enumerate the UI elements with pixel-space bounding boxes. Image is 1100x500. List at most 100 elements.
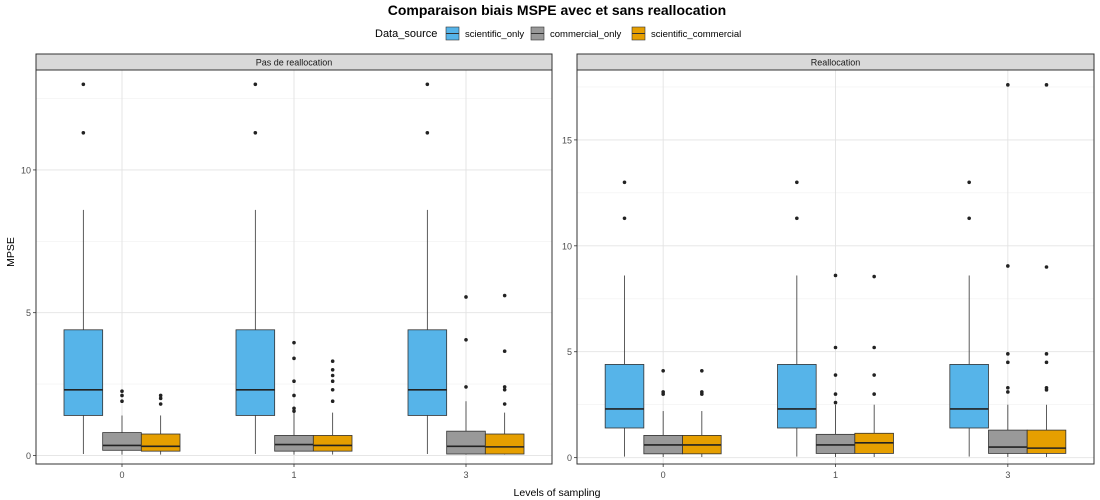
outlier-point [795, 180, 799, 185]
y-tick-label: 15 [562, 135, 572, 145]
outlier-point [330, 387, 335, 392]
panel-0: Pas de reallocation 0 5 10 0 1 3 [21, 53, 553, 480]
y-axis-label: MPSE [5, 237, 17, 267]
box-iqr [949, 364, 989, 429]
outlier-point [1006, 83, 1010, 87]
box-commercial_only-3 [988, 83, 1028, 458]
box-scientific_commercial-1 [312, 359, 353, 455]
legend-title: Data_source [375, 28, 437, 40]
x-tick-label: 0 [661, 470, 666, 480]
legend-label-commercial_only: commercial_only [550, 29, 622, 40]
outlier-point [872, 373, 876, 377]
outlier-point [120, 399, 124, 403]
box-scientific_commercial-3 [1026, 83, 1067, 458]
legend: Data_source scientific_only commercial_on… [375, 26, 741, 41]
outlier-point [464, 338, 468, 342]
y-tick-label: 5 [26, 308, 31, 318]
box-iqr [815, 433, 856, 454]
box-iqr [63, 329, 104, 416]
box-iqr [446, 430, 486, 455]
box-iqr [235, 329, 276, 416]
x-axis-label: Levels of sampling [514, 487, 601, 499]
outlier-point [872, 392, 876, 396]
outlier-point [292, 409, 296, 413]
box-iqr [312, 435, 353, 452]
outlier-point [330, 373, 335, 378]
outlier-point [1044, 385, 1049, 390]
outlier-point [1044, 83, 1049, 87]
y-tick-label: 5 [567, 347, 572, 357]
outlier-point [464, 385, 468, 389]
x-tick-label: 1 [291, 470, 296, 480]
y-tick-label: 10 [562, 241, 572, 251]
box-scientific_commercial-0 [682, 368, 722, 458]
outlier-point [795, 216, 799, 221]
outlier-point [661, 368, 665, 373]
box-scientific_commercial-0 [140, 393, 181, 455]
x-tick-label: 3 [463, 470, 468, 480]
box-scientific_only-0 [63, 82, 104, 455]
outlier-point [700, 368, 704, 373]
outlier-point [622, 216, 627, 221]
box-iqr [274, 435, 314, 452]
outlier-point [330, 379, 335, 384]
y-tick-label: 0 [26, 451, 31, 461]
outlier-point [1006, 264, 1010, 268]
outlier-point [81, 82, 86, 87]
outlier-point [292, 356, 296, 361]
outlier-point [502, 387, 507, 392]
panel-1: Reallocation 0 5 10 15 0 1 3 [562, 53, 1095, 480]
outlier-point [833, 392, 838, 396]
y-tick-label: 10 [21, 165, 31, 175]
outlier-point [425, 82, 430, 87]
legend-label-scientific_only: scientific_only [465, 29, 524, 40]
box-scientific_commercial-3 [484, 293, 525, 455]
outlier-point [502, 293, 507, 298]
outlier-point [158, 396, 163, 401]
outlier-point [330, 359, 335, 364]
panel-strip-label: Reallocation [811, 58, 861, 68]
outlier-point [253, 131, 258, 135]
outlier-point [967, 180, 971, 185]
outlier-point [292, 379, 296, 384]
box-scientific_only-3 [949, 180, 989, 457]
panel-strip-label: Pas de reallocation [256, 58, 333, 68]
outlier-point [1006, 352, 1010, 356]
outlier-point [661, 390, 665, 394]
outlier-point [967, 216, 971, 221]
outlier-point [1044, 265, 1049, 269]
outlier-point [833, 400, 838, 405]
box-scientific_only-1 [777, 180, 817, 457]
outlier-point [292, 406, 296, 411]
outlier-point [120, 389, 124, 393]
outlier-point [425, 131, 430, 135]
box-iqr [102, 432, 142, 451]
outlier-point [330, 399, 335, 403]
box-iqr [407, 329, 448, 416]
box-commercial_only-1 [274, 340, 314, 455]
box-iqr [777, 364, 817, 429]
box-scientific_commercial-1 [854, 274, 894, 458]
box-commercial_only-3 [446, 295, 486, 455]
outlier-point [292, 393, 296, 398]
outlier-point [833, 345, 838, 350]
outlier-point [833, 273, 838, 278]
outlier-point [622, 180, 627, 185]
chart-title: Comparaison biais MSPE avec et sans real… [388, 2, 726, 18]
box-scientific_only-3 [407, 82, 448, 455]
outlier-point [253, 82, 258, 87]
outlier-point [1006, 360, 1010, 365]
outlier-point [833, 373, 838, 377]
x-tick-label: 3 [1005, 470, 1010, 480]
x-tick-label: 1 [833, 470, 838, 480]
outlier-point [464, 295, 468, 299]
box-iqr [484, 433, 525, 455]
box-iqr [1026, 429, 1067, 454]
outlier-point [872, 274, 876, 279]
outlier-point [502, 349, 507, 354]
outlier-point [872, 345, 876, 350]
outlier-point [1044, 352, 1049, 356]
outlier-point [1006, 385, 1010, 390]
box-scientific_only-0 [604, 180, 645, 457]
